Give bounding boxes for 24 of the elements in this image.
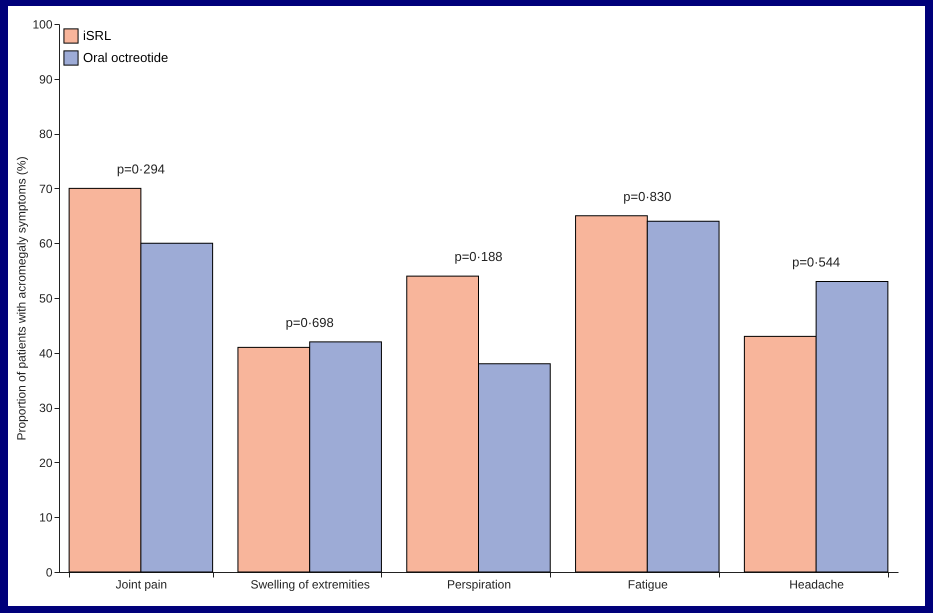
annotation: p=0·294 — [116, 161, 165, 176]
y-tick-label: 10 — [39, 510, 53, 525]
y-tick-label: 0 — [46, 566, 53, 580]
y-tick-label: 100 — [32, 18, 53, 32]
annotation: p=0·544 — [792, 254, 840, 270]
legend-label: iSRL — [83, 28, 112, 43]
y-tick-label: 80 — [39, 127, 53, 142]
x-tick-label: Perspiration — [446, 578, 512, 592]
annotation: p=0·830 — [623, 188, 672, 204]
y-tick-label: 50 — [39, 292, 53, 306]
y-tick-label: 90 — [39, 72, 53, 86]
x-tick-label: Joint pain — [116, 578, 168, 592]
annotation: p=0·698 — [286, 314, 334, 330]
y-tick-label: 20 — [39, 456, 53, 470]
y-tick-label: 30 — [39, 401, 53, 416]
y-tick-label: 70 — [39, 182, 53, 196]
y-tick-label: 40 — [39, 346, 53, 360]
y-axis-title: Proportion of patients with acromegaly symptoms (%) — [14, 156, 28, 441]
x-tick-label: Swelling of extremities — [250, 578, 370, 592]
x-tick-label: Fatigue — [628, 578, 668, 592]
y-tick-label: 60 — [39, 236, 53, 251]
x-tick-label: Headache — [789, 578, 844, 592]
legend-label: Oral octreotide — [83, 50, 168, 65]
annotation: p=0·188 — [454, 249, 503, 264]
